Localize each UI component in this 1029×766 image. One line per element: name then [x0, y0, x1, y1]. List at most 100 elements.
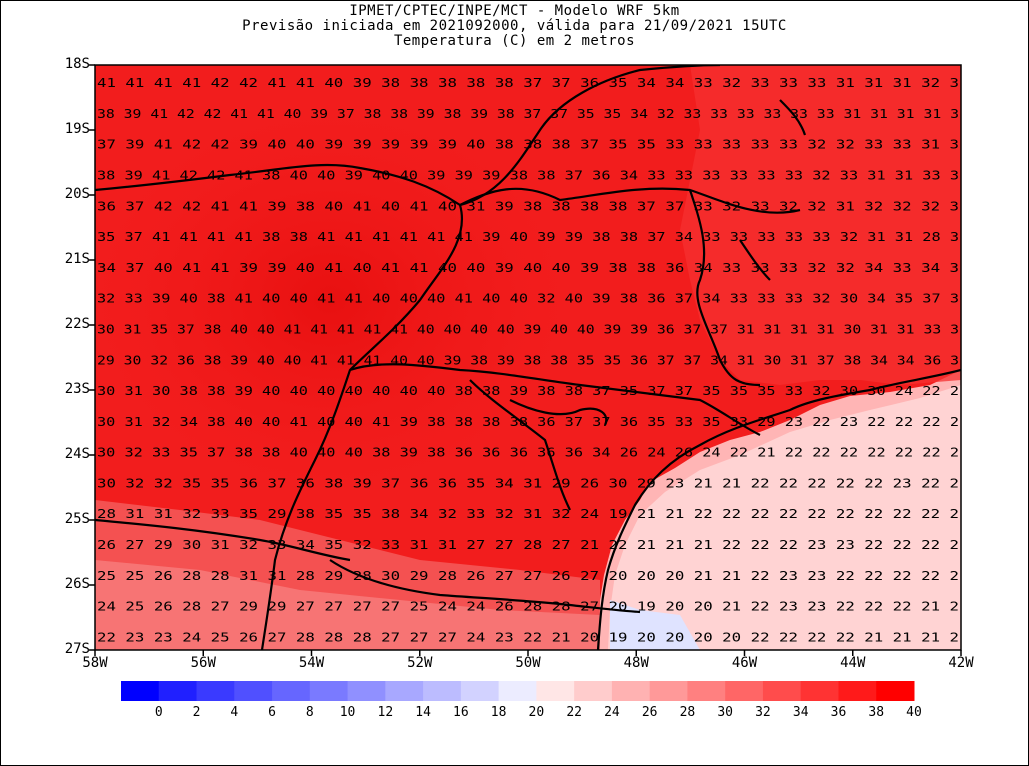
river-boundary — [469, 379, 571, 511]
colorbar-swatch — [460, 681, 500, 701]
colorbar-swatch — [800, 681, 839, 701]
colorbar-swatch — [121, 681, 160, 701]
lat-label: 18S — [64, 56, 90, 72]
colorbar-swatch — [498, 681, 537, 701]
state-boundary-north — [95, 163, 801, 214]
colorbar-swatch — [536, 681, 575, 701]
lat-label: 22S — [64, 316, 90, 332]
colorbar-tick-label: 10 — [339, 705, 356, 720]
colorbar-tick-label: 8 — [305, 705, 314, 720]
colorbar-swatch — [611, 681, 651, 701]
state-boundary-sp-pr — [349, 363, 761, 436]
colorbar-tick-label: 22 — [566, 705, 582, 720]
lat-label: 21S — [64, 251, 90, 267]
lon-label: 44W — [840, 655, 866, 671]
value-row: 35 37 41 41 41 41 38 38 41 41 41 41 41 4… — [97, 229, 959, 244]
colorbar-swatch — [838, 681, 877, 701]
lat-label: 27S — [64, 641, 90, 657]
ocean-cool-shading — [608, 385, 961, 650]
colorbar-tick-label: 38 — [868, 705, 885, 720]
value-row: 38 39 41 42 42 41 41 40 39 37 38 38 39 3… — [97, 106, 959, 121]
value-row: 34 37 40 41 41 39 39 40 41 40 41 41 40 4… — [97, 260, 959, 275]
south-mild-shading — [95, 560, 600, 650]
lon-label: 50W — [515, 655, 541, 671]
lon-label: 46W — [731, 655, 758, 671]
value-row: 28 31 31 32 33 35 29 38 35 35 38 34 32 3… — [97, 506, 959, 521]
state-boundary-sw — [95, 518, 351, 562]
state-boundary-west — [260, 204, 463, 650]
colorbar-swatch — [309, 681, 349, 701]
colorbar-swatch — [725, 681, 764, 701]
value-labels: 41 41 41 41 42 42 41 41 40 39 38 38 38 3… — [97, 75, 959, 644]
coastline — [596, 368, 961, 650]
lat-label: 23S — [64, 381, 90, 397]
colorbar-tick-label: 32 — [755, 705, 771, 720]
boundary-lines — [95, 65, 961, 650]
colorbar-swatch — [234, 681, 273, 701]
colorbar-swatch — [574, 681, 613, 701]
hot-core-shading — [95, 110, 570, 490]
colorbar-swatch — [423, 681, 462, 701]
colorbar-tick-label: 28 — [679, 705, 696, 720]
state-boundary-sc — [329, 559, 641, 614]
lat-label: 19S — [64, 121, 90, 137]
colorbar-swatch — [196, 681, 235, 701]
lon-label: 58W — [82, 655, 108, 671]
reservoir-outline-2 — [739, 239, 771, 281]
colorbar-tick-label: 36 — [830, 705, 847, 720]
colorbar-swatch — [385, 681, 424, 701]
colorbar-swatch — [347, 681, 386, 701]
value-row: 30 31 35 37 38 40 40 41 41 41 41 41 40 4… — [97, 321, 959, 336]
colorbar-tick-label: 24 — [604, 705, 620, 720]
lat-label: 20S — [64, 186, 90, 202]
value-row: 41 41 41 41 42 42 41 41 40 39 38 38 38 3… — [97, 75, 959, 90]
colorbar-tick-label: 12 — [377, 705, 394, 720]
colorbar-tick-label: 30 — [717, 705, 734, 720]
colorbar-tick-label: 18 — [490, 705, 507, 720]
lon-label: 42W — [948, 655, 974, 671]
value-row: 32 33 39 40 38 41 40 40 41 41 40 40 40 4… — [97, 291, 959, 306]
colorbar — [121, 681, 915, 701]
value-row: 37 39 41 42 42 39 40 40 39 39 39 39 39 4… — [97, 137, 959, 152]
colorbar-tick-label: 2 — [192, 705, 201, 720]
colorbar-swatch — [687, 681, 726, 701]
lon-label: 52W — [407, 655, 433, 671]
value-row: 26 27 29 30 31 32 33 34 35 32 33 31 31 2… — [97, 537, 959, 552]
colorbar-tick-label: 26 — [641, 705, 658, 720]
value-row: 30 31 32 34 38 40 40 41 40 40 41 39 38 3… — [97, 414, 959, 429]
colorbar-tick-label: 40 — [906, 705, 922, 720]
reservoir-outline — [509, 399, 608, 426]
value-row: 25 25 26 28 28 31 31 28 29 28 30 29 28 2… — [97, 568, 959, 583]
lat-label: 24S — [64, 446, 90, 462]
northeast-mild-shading — [680, 65, 961, 385]
axis-ticks — [89, 64, 962, 656]
value-row: 30 32 33 35 37 38 38 40 40 40 38 39 38 3… — [97, 445, 959, 460]
lat-label: 26S — [64, 576, 90, 592]
colorbar-tick-label: 20 — [528, 705, 545, 720]
colorbar-tick-label: 4 — [230, 705, 239, 720]
value-row: 30 32 32 35 35 36 37 36 38 39 37 36 36 3… — [97, 475, 959, 490]
figure-variable-title: Temperatura (C) em 2 metros — [393, 33, 636, 49]
colorbar-swatch — [876, 681, 915, 701]
state-boundary-mg-rj — [688, 189, 761, 387]
value-row: 29 30 32 36 38 39 40 40 41 41 41 40 40 3… — [97, 352, 959, 367]
state-boundary-ne — [459, 65, 721, 207]
colorbar-tick-label: 14 — [415, 705, 431, 720]
colorbar-swatch — [762, 681, 802, 701]
colorbar-tick-label: 34 — [792, 705, 809, 720]
colorbar-tick-label: 0 — [154, 705, 163, 720]
figure-subtitle: Previsão iniciada em 2021092000, válida … — [242, 18, 787, 34]
lon-label: 56W — [190, 655, 216, 671]
colorbar-tick-label: 16 — [453, 705, 469, 720]
reservoir-outline-3 — [779, 99, 807, 136]
value-row: 30 31 30 38 38 39 40 40 40 40 40 40 40 3… — [97, 383, 959, 398]
value-row: 24 25 26 28 27 29 29 27 27 27 27 25 24 2… — [97, 599, 959, 614]
value-row: 22 23 23 24 25 26 27 28 28 28 27 27 27 2… — [97, 629, 959, 644]
figure-title: IPMET/CPTEC/INPE/MCT - Modelo WRF 5km — [349, 3, 680, 19]
lat-label: 25S — [64, 511, 90, 527]
lon-label: 54W — [298, 655, 325, 671]
value-row: 38 39 41 42 42 41 38 40 40 39 40 40 39 3… — [97, 168, 959, 183]
map-shading — [95, 65, 961, 650]
colorbar-swatch — [649, 681, 688, 701]
